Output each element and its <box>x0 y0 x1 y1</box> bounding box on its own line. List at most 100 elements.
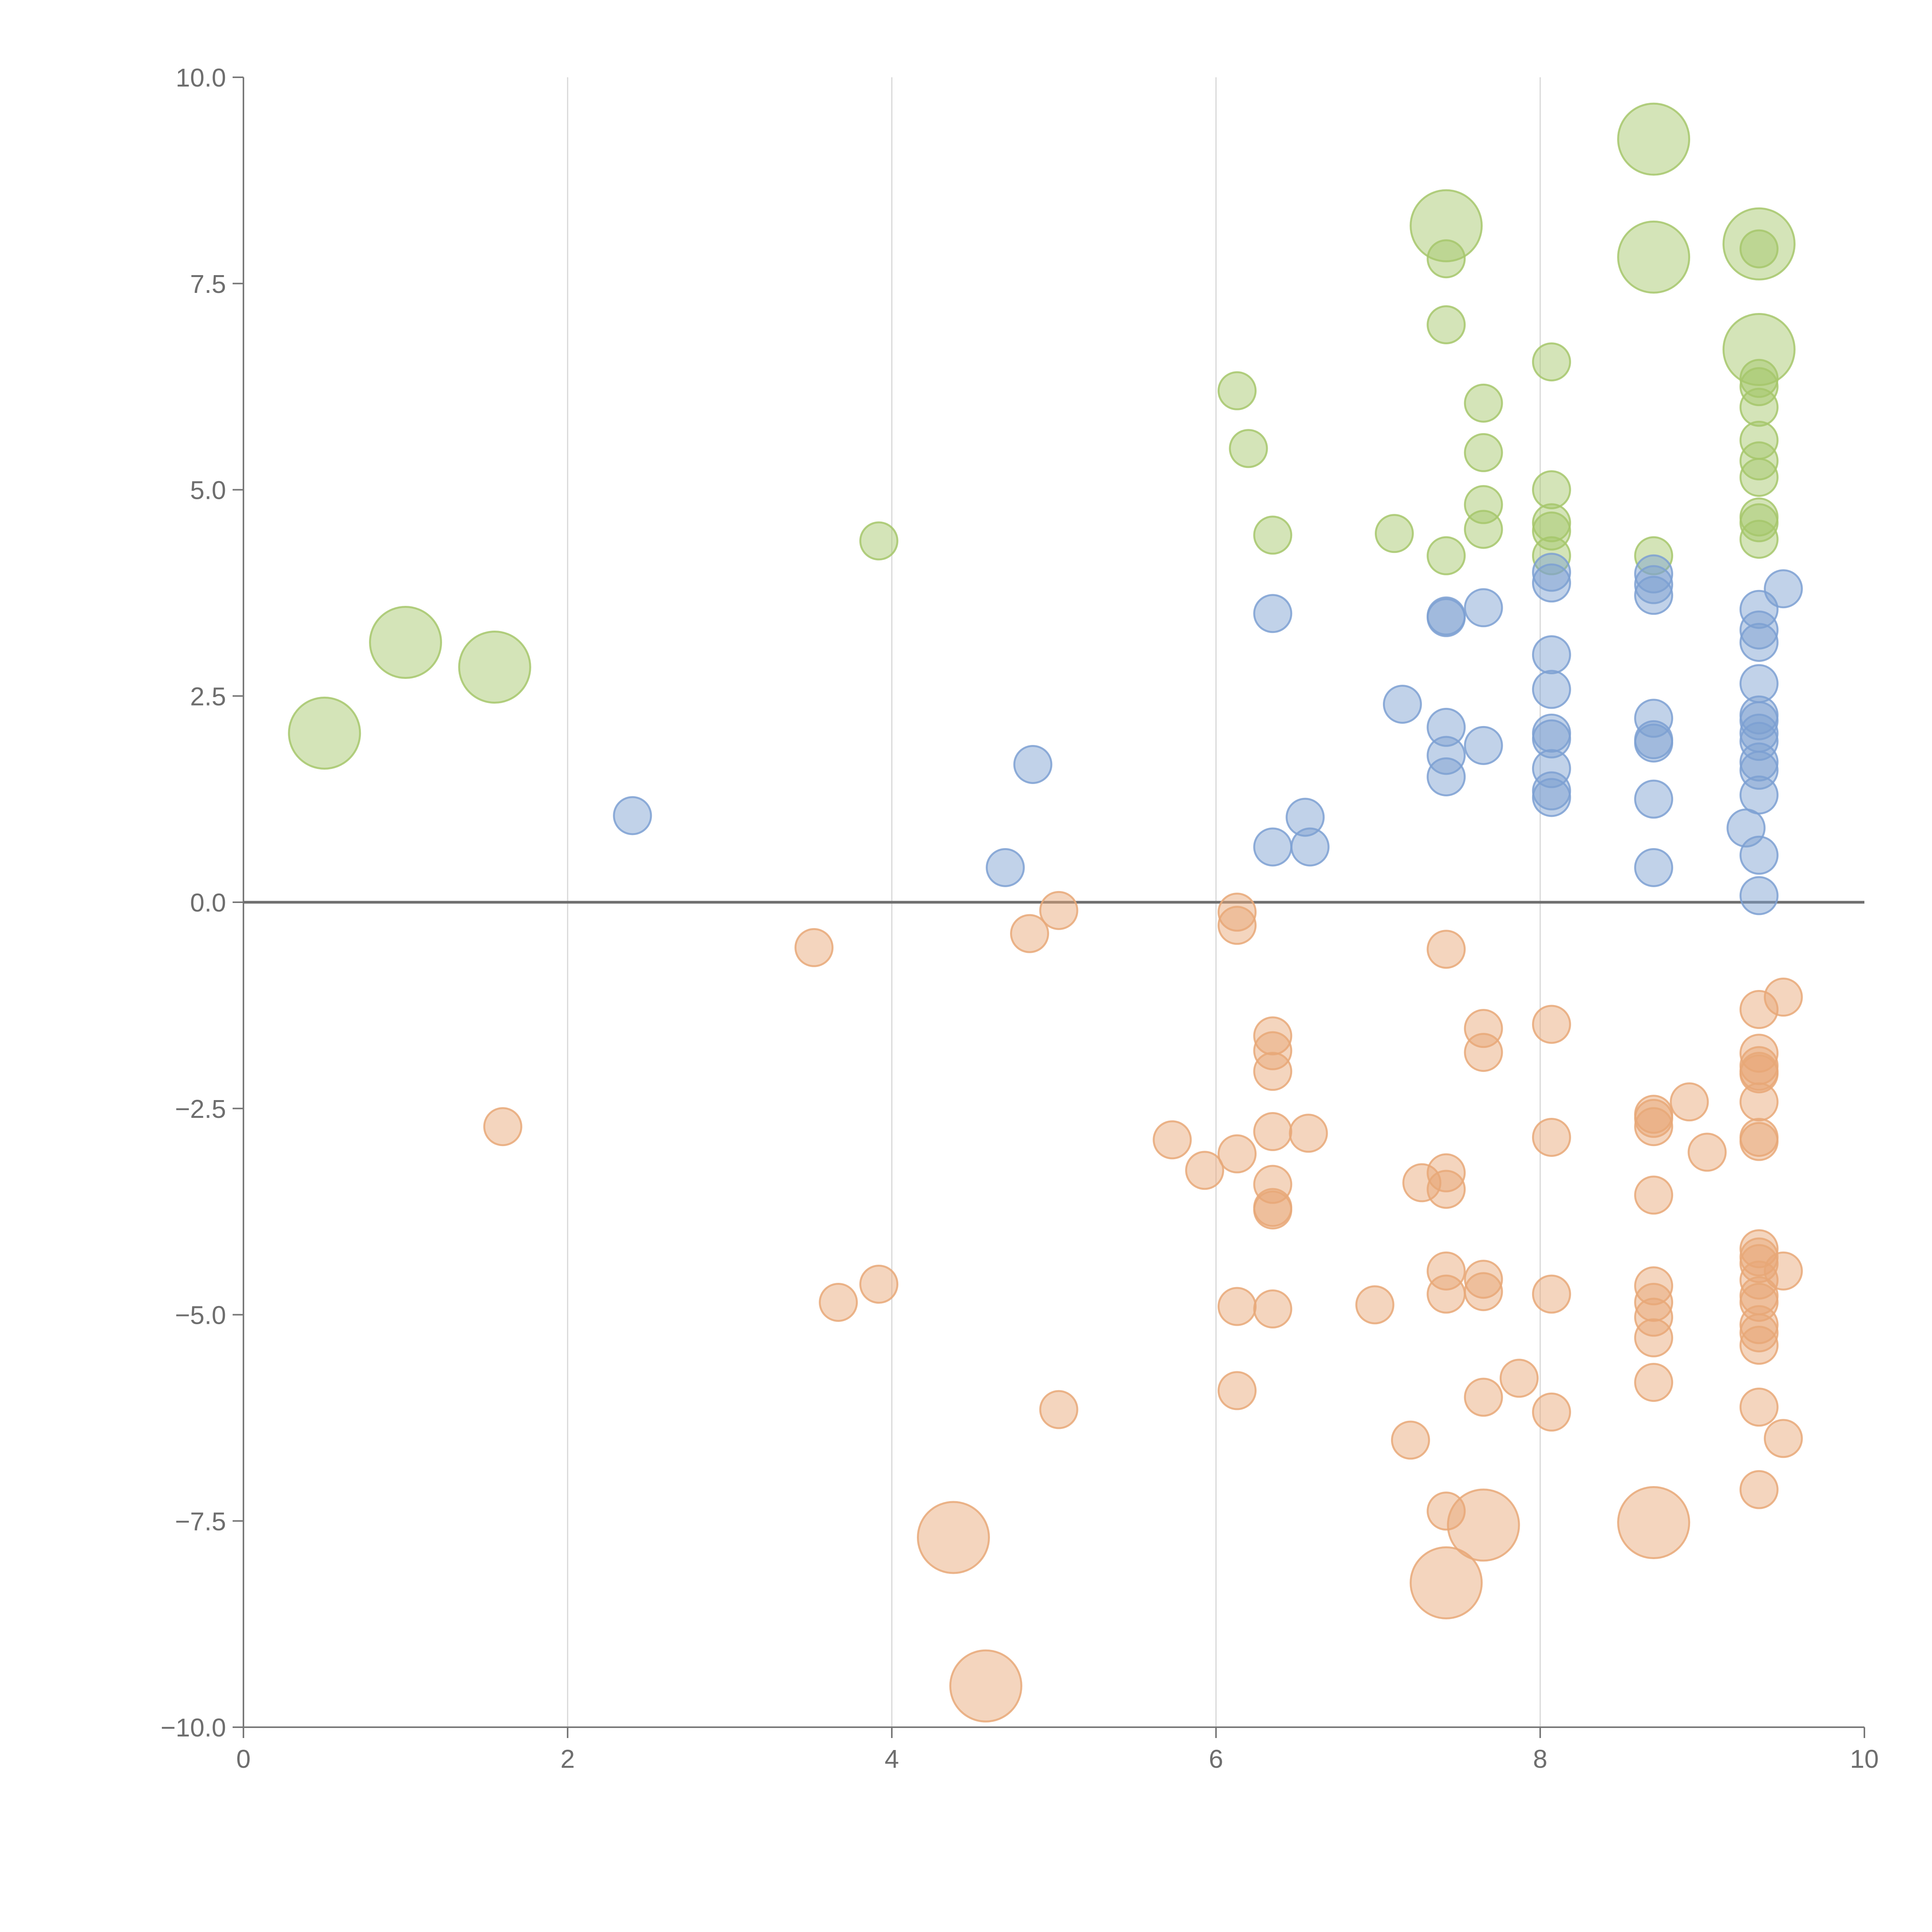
data-point-blue-24[interactable] <box>1634 554 1673 594</box>
data-point-green-35[interactable] <box>1739 520 1779 559</box>
data-point-blue-7[interactable] <box>1383 685 1422 724</box>
data-point-green-10[interactable] <box>1427 305 1466 344</box>
data-point-blue-16[interactable] <box>1532 563 1571 603</box>
data-point-blue-31[interactable] <box>1634 848 1673 887</box>
data-point-green-24[interactable] <box>1722 207 1796 281</box>
data-point-blue-30[interactable] <box>1634 779 1673 819</box>
data-point-green-1[interactable] <box>369 605 442 679</box>
data-point-orange-49[interactable] <box>1634 1175 1673 1215</box>
data-point-orange-16[interactable] <box>1253 1016 1293 1056</box>
data-point-green-9[interactable] <box>1427 239 1466 279</box>
data-point-orange-63[interactable] <box>1739 1082 1779 1122</box>
data-point-green-13[interactable] <box>1464 433 1503 472</box>
data-point-orange-68[interactable] <box>1739 1244 1779 1283</box>
data-point-orange-51[interactable] <box>1634 1282 1673 1322</box>
data-point-orange-10[interactable] <box>1185 1151 1225 1190</box>
data-point-green-28[interactable] <box>1739 367 1779 406</box>
data-point-orange-15[interactable] <box>1218 1371 1257 1410</box>
data-point-orange-6[interactable] <box>1010 914 1049 953</box>
data-point-blue-14[interactable] <box>1464 726 1503 765</box>
data-point-orange-35[interactable] <box>1464 1009 1503 1048</box>
data-point-blue-0[interactable] <box>613 796 652 835</box>
data-point-blue-25[interactable] <box>1634 565 1673 604</box>
data-point-orange-56[interactable] <box>1670 1082 1709 1122</box>
data-point-green-12[interactable] <box>1464 383 1503 423</box>
data-point-orange-42[interactable] <box>1532 1005 1571 1044</box>
data-point-orange-0[interactable] <box>483 1107 522 1146</box>
data-point-blue-35[interactable] <box>1739 622 1779 662</box>
data-point-blue-4[interactable] <box>1253 827 1293 867</box>
data-point-orange-37[interactable] <box>1464 1260 1503 1299</box>
data-point-orange-4[interactable] <box>917 1501 990 1574</box>
data-point-orange-29[interactable] <box>1427 1153 1466 1192</box>
data-point-blue-21[interactable] <box>1532 749 1571 788</box>
data-point-orange-39[interactable] <box>1464 1378 1503 1417</box>
data-point-blue-17[interactable] <box>1532 635 1571 674</box>
data-point-orange-23[interactable] <box>1253 1289 1293 1329</box>
data-point-orange-34[interactable] <box>1410 1546 1483 1619</box>
data-point-orange-73[interactable] <box>1739 1313 1779 1352</box>
data-point-orange-52[interactable] <box>1634 1298 1673 1337</box>
data-point-green-32[interactable] <box>1739 457 1779 497</box>
data-point-blue-20[interactable] <box>1532 719 1571 759</box>
data-point-orange-48[interactable] <box>1634 1107 1673 1146</box>
data-point-orange-32[interactable] <box>1427 1274 1466 1314</box>
data-point-orange-1[interactable] <box>794 928 834 967</box>
data-point-green-22[interactable] <box>1617 220 1690 294</box>
data-point-blue-2[interactable] <box>1013 745 1053 784</box>
data-point-green-16[interactable] <box>1532 342 1571 382</box>
data-point-green-2[interactable] <box>458 631 531 704</box>
data-point-orange-62[interactable] <box>1739 1054 1779 1094</box>
data-point-orange-79[interactable] <box>1764 1419 1803 1458</box>
data-point-orange-17[interactable] <box>1253 1031 1293 1070</box>
data-point-orange-38[interactable] <box>1464 1272 1503 1311</box>
data-point-orange-26[interactable] <box>1391 1420 1430 1460</box>
data-point-blue-18[interactable] <box>1532 670 1571 709</box>
data-point-blue-5[interactable] <box>1286 798 1325 837</box>
data-point-orange-13[interactable] <box>1218 1134 1257 1173</box>
data-point-blue-41[interactable] <box>1739 742 1779 782</box>
data-point-green-21[interactable] <box>1617 102 1690 176</box>
data-point-green-31[interactable] <box>1739 441 1779 481</box>
data-point-green-20[interactable] <box>1532 536 1571 575</box>
data-point-orange-24[interactable] <box>1289 1114 1328 1153</box>
data-point-green-17[interactable] <box>1532 470 1571 509</box>
data-point-orange-41[interactable] <box>1499 1359 1539 1398</box>
data-point-orange-76[interactable] <box>1739 1470 1779 1509</box>
data-point-blue-12[interactable] <box>1427 757 1466 796</box>
data-point-blue-40[interactable] <box>1739 722 1779 761</box>
data-point-orange-9[interactable] <box>1153 1120 1192 1160</box>
data-point-blue-10[interactable] <box>1427 707 1466 747</box>
data-point-orange-66[interactable] <box>1739 1229 1779 1269</box>
data-point-orange-36[interactable] <box>1464 1033 1503 1072</box>
data-point-orange-47[interactable] <box>1634 1099 1673 1138</box>
data-point-blue-11[interactable] <box>1427 736 1466 775</box>
data-point-orange-18[interactable] <box>1253 1052 1293 1091</box>
data-point-orange-27[interactable] <box>1402 1163 1442 1202</box>
data-point-orange-55[interactable] <box>1617 1486 1690 1560</box>
data-point-green-11[interactable] <box>1427 536 1466 575</box>
data-point-blue-6[interactable] <box>1290 827 1330 867</box>
data-point-blue-1[interactable] <box>986 848 1025 887</box>
data-point-orange-74[interactable] <box>1739 1325 1779 1365</box>
data-point-orange-78[interactable] <box>1764 1251 1803 1291</box>
data-point-orange-31[interactable] <box>1427 1251 1466 1291</box>
data-point-orange-44[interactable] <box>1532 1274 1571 1314</box>
data-point-orange-77[interactable] <box>1764 978 1803 1017</box>
data-point-orange-69[interactable] <box>1739 1260 1779 1300</box>
data-point-green-4[interactable] <box>1218 371 1257 410</box>
data-point-orange-40[interactable] <box>1447 1488 1520 1562</box>
data-point-orange-14[interactable] <box>1218 1287 1257 1326</box>
data-point-orange-25[interactable] <box>1355 1285 1395 1325</box>
data-point-orange-53[interactable] <box>1634 1318 1673 1357</box>
data-point-blue-38[interactable] <box>1739 701 1779 740</box>
data-point-green-27[interactable] <box>1739 359 1779 398</box>
data-point-blue-26[interactable] <box>1634 576 1673 615</box>
data-point-orange-11[interactable] <box>1218 893 1257 932</box>
data-point-green-29[interactable] <box>1739 388 1779 427</box>
data-point-green-25[interactable] <box>1739 229 1779 269</box>
data-point-green-5[interactable] <box>1229 429 1268 468</box>
data-point-orange-71[interactable] <box>1739 1282 1779 1322</box>
data-point-green-34[interactable] <box>1739 503 1779 543</box>
data-point-orange-22[interactable] <box>1253 1190 1293 1230</box>
